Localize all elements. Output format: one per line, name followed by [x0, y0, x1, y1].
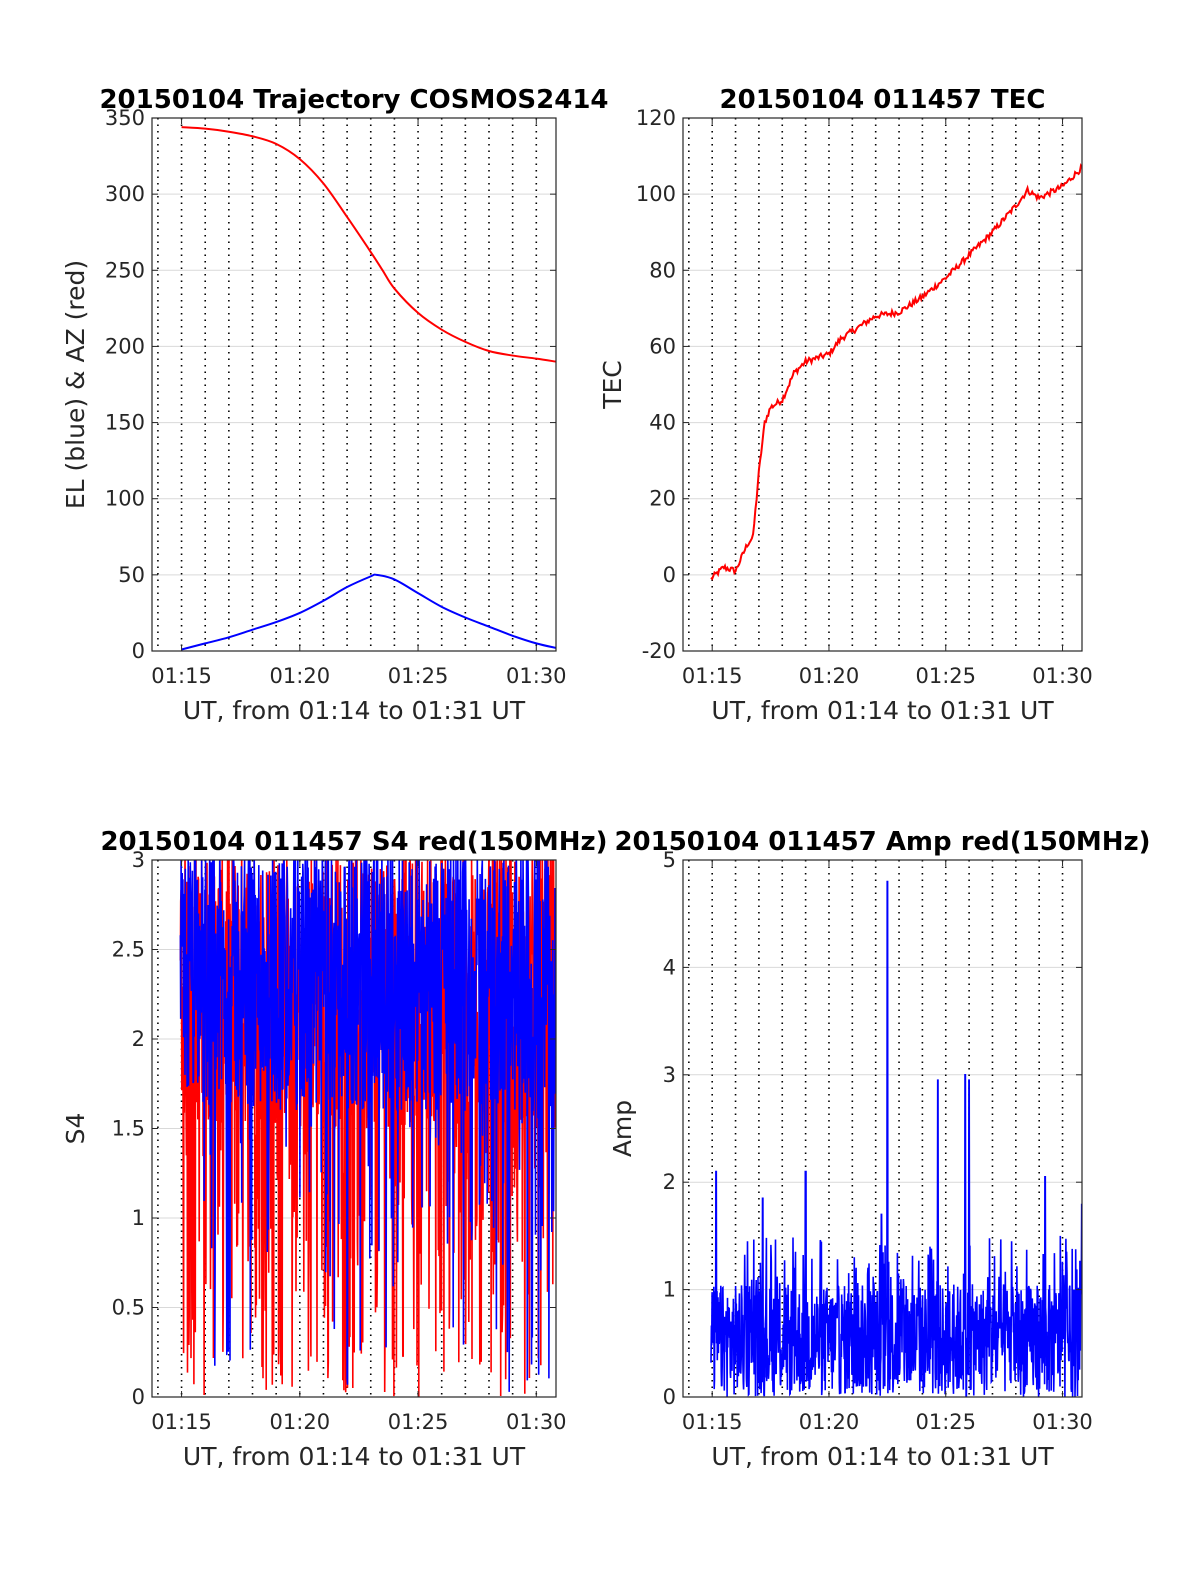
red-trajectory-line — [181, 126, 556, 363]
x-tick-label: 01:20 — [270, 1410, 331, 1434]
y-tick-label: 4 — [663, 955, 676, 979]
y-tick-label: 1 — [132, 1206, 145, 1230]
y-tick-label: 3 — [663, 1063, 676, 1087]
y-tick-label: 2.5 — [112, 938, 145, 962]
amp-ticks: 0 1 2 3 4 5 01:15 01:20 01:25 01:30 — [663, 848, 1093, 1434]
x-tick-label: 01:30 — [1032, 664, 1093, 688]
amp-panel: 0 1 2 3 4 5 01:15 01:20 01:25 01:30 20150104 0114… — [608, 827, 1151, 1471]
y-tick-label: 0 — [663, 563, 676, 587]
y-tick-label: 20 — [649, 487, 676, 511]
s4-lines — [179, 860, 556, 1397]
amp-series-line — [710, 880, 1082, 1397]
x-tick-label: 01:15 — [151, 664, 212, 688]
tec-panel: -20 0 20 40 60 80 100 120 01:15 01:20 01:25 01:30 2… — [598, 85, 1093, 725]
x-tick-label: 01:15 — [151, 1410, 212, 1434]
y-tick-label: 150 — [105, 411, 145, 435]
y-tick-label: 200 — [105, 334, 145, 358]
y-tick-label: 120 — [636, 106, 676, 130]
y-tick-label: 0 — [132, 1385, 145, 1409]
amp-xlabel: UT, from 01:14 to 01:31 UT — [711, 1442, 1054, 1471]
tec-title: 20150104 011457 TEC — [720, 85, 1046, 115]
y-tick-label: 50 — [118, 563, 145, 587]
y-tick-label: 80 — [649, 258, 676, 282]
y-tick-label: 1.5 — [112, 1117, 145, 1141]
tec-axes-box — [682, 117, 1083, 652]
trajectory-xlabel: UT, from 01:14 to 01:31 UT — [183, 696, 526, 725]
y-tick-label: 0.5 — [112, 1296, 145, 1320]
y-tick-label: 100 — [636, 182, 676, 206]
y-tick-label: 5 — [663, 848, 676, 872]
y-tick-label: 3 — [132, 848, 145, 872]
trajectory-lines — [181, 126, 556, 651]
tec-xlabel: UT, from 01:14 to 01:31 UT — [711, 696, 1054, 725]
trajectory-axes-box — [151, 117, 557, 652]
x-tick-label: 01:30 — [506, 664, 567, 688]
x-tick-label: 01:25 — [915, 664, 976, 688]
x-tick-label: 01:15 — [682, 1410, 743, 1434]
y-tick-label: 300 — [105, 182, 145, 206]
x-tick-label: 01:25 — [388, 1410, 449, 1434]
y-tick-label: 1 — [663, 1278, 676, 1302]
amp-axes-box — [682, 859, 1083, 1398]
amp-line — [710, 880, 1082, 1397]
trajectory-ticks: 0 50 100 150 200 250 300 350 01:15 01:20 01:25 01:3… — [105, 106, 567, 688]
tec-line — [710, 162, 1082, 581]
s4-blue-series — [179, 860, 556, 1392]
x-tick-label: 01:25 — [915, 1410, 976, 1434]
s4-ticks: 0 0.5 1 1.5 2 2.5 3 01:15 01:20 01:25 01:30 — [112, 848, 567, 1434]
s4-ylabel: S4 — [61, 1113, 90, 1145]
s4-xlabel: UT, from 01:14 to 01:31 UT — [183, 1442, 526, 1471]
tec-ylabel: TEC — [598, 360, 627, 410]
y-tick-label: 0 — [663, 1385, 676, 1409]
y-tick-label: 2 — [132, 1027, 145, 1051]
x-tick-label: 01:20 — [270, 664, 331, 688]
y-tick-label: 2 — [663, 1170, 676, 1194]
y-tick-label: 0 — [132, 639, 145, 663]
blue-trajectory-line — [181, 573, 556, 651]
y-tick-label: 350 — [105, 106, 145, 130]
x-tick-label: 01:25 — [388, 664, 449, 688]
s4-title: 20150104 011457 S4 red(150MHz) — [100, 827, 607, 857]
tec-ticks: -20 0 20 40 60 80 100 120 01:15 01:20 01:25 01:30 — [636, 106, 1093, 688]
y-tick-label: 100 — [105, 487, 145, 511]
x-tick-label: 01:30 — [506, 1410, 567, 1434]
tec-series-line — [710, 162, 1082, 581]
x-tick-label: 01:15 — [682, 664, 743, 688]
x-tick-label: 01:30 — [1032, 1410, 1093, 1434]
y-tick-label: 250 — [105, 258, 145, 282]
trajectory-ylabel: EL (blue) & AZ (red) — [61, 260, 90, 509]
trajectory-grid — [152, 117, 556, 652]
amp-title: 20150104 011457 Amp red(150MHz) — [614, 827, 1150, 857]
y-tick-label: -20 — [642, 639, 676, 663]
trajectory-title: 20150104 Trajectory COSMOS2414 — [99, 85, 608, 115]
x-tick-label: 01:20 — [799, 664, 860, 688]
y-tick-label: 40 — [649, 411, 676, 435]
x-tick-label: 01:20 — [799, 1410, 860, 1434]
y-tick-label: 60 — [649, 334, 676, 358]
trajectory-panel: 0 50 100 150 200 250 300 350 01:15 01:20 01:25 01:3… — [61, 85, 609, 725]
s4-panel: 0 0.5 1 1.5 2 2.5 3 01:15 01:20 01:25 01:30 201501… — [61, 827, 608, 1471]
amp-ylabel: Amp — [608, 1100, 637, 1157]
